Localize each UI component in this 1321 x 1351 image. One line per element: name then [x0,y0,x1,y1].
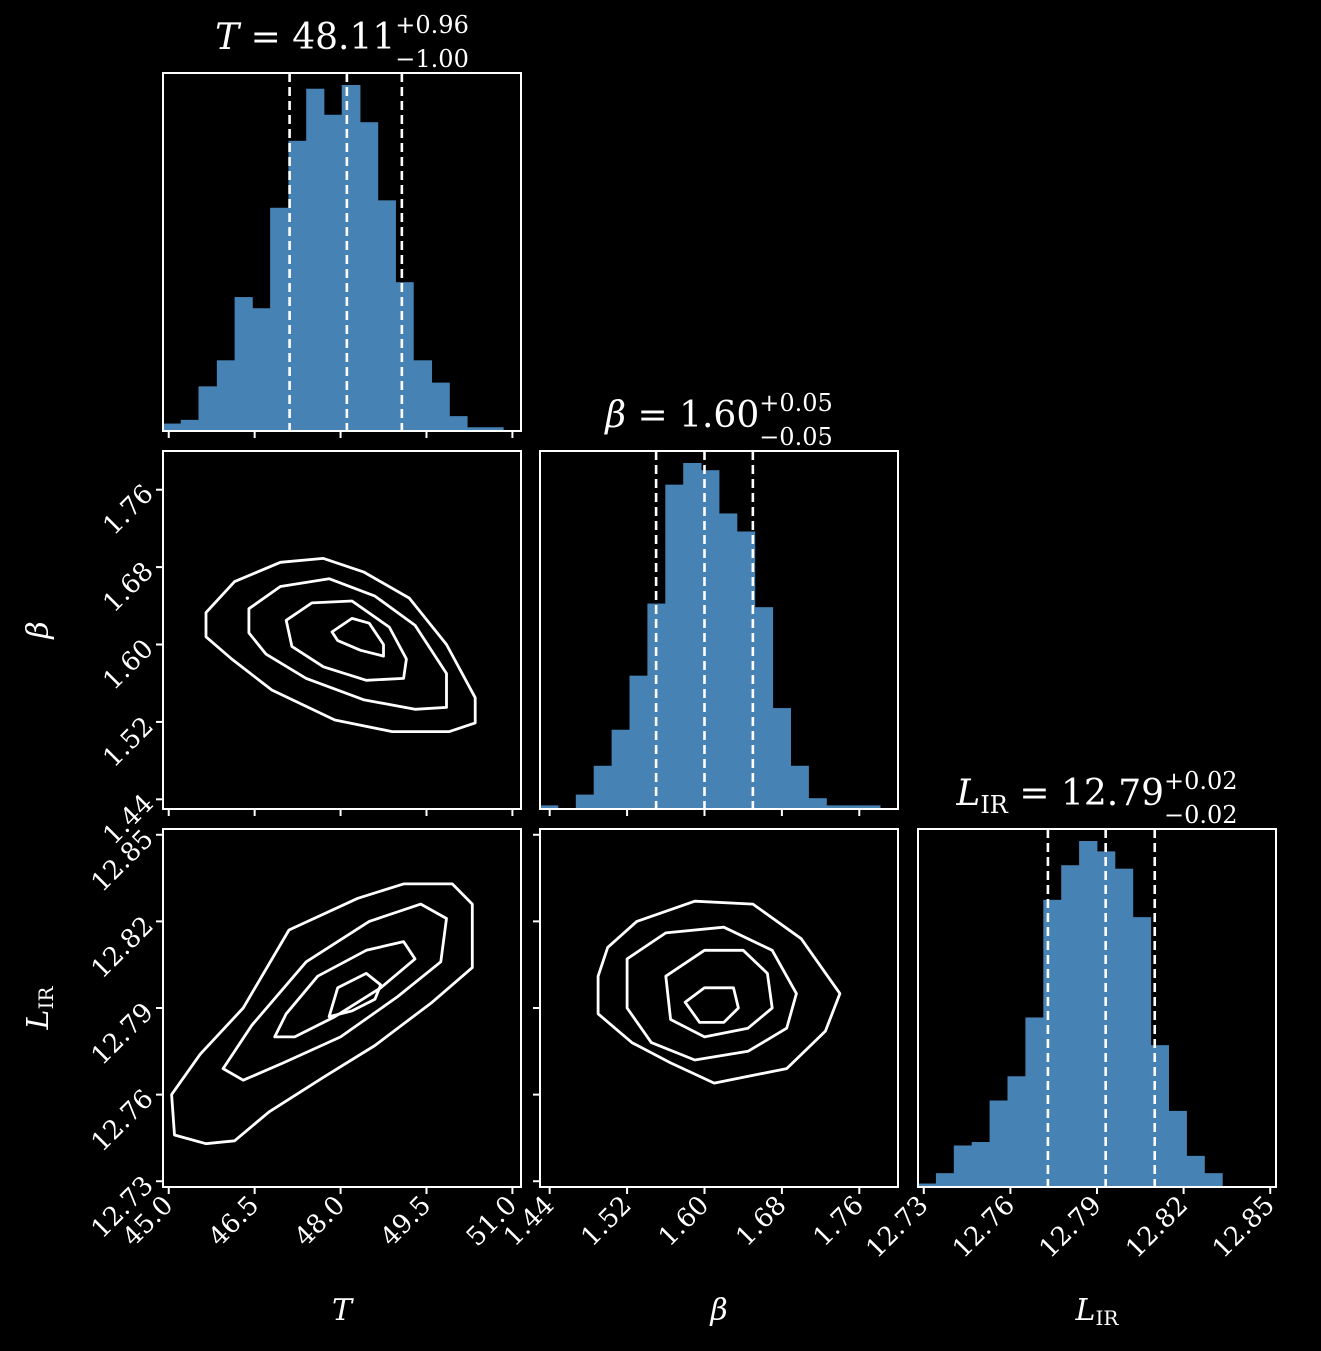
hist-bar-T [198,386,218,431]
hist-bar-L_IR [971,1142,990,1187]
contour-T_L-level-0 [170,882,474,1146]
hist-bar-L_IR [935,1173,955,1187]
hist-bar-L_IR [1061,865,1080,1187]
panel-frame-1-0 [162,450,522,810]
hist-bar-T [234,297,253,431]
hist-bar-T [288,140,307,431]
panel-titles: T = 48.11+0.96−1.00 β = 1.60+0.05−0.05 LIR… [215,11,1237,829]
hist-bar-beta [683,463,702,809]
contour-beta_L-level-2 [664,948,774,1039]
hist-bar-beta [844,805,863,809]
hist-bar-L_IR [1007,1076,1026,1187]
contour-T_L-level-1 [221,902,448,1082]
hist-bar-T [467,427,486,431]
contour-beta_L-level-1 [625,925,798,1062]
hist-bar-L_IR [1025,1017,1044,1187]
hist-bar-beta [611,729,630,809]
quantile-lines [288,73,1157,1187]
panel-title-minus-T: −1.00 [395,45,469,73]
hist-bar-T [449,416,468,431]
contour-lines [170,557,842,1146]
hist-bar-L_IR [1204,1173,1223,1187]
hist-bar-T [270,207,289,431]
yaxis-label-L_IR: LIR [21,986,59,1031]
hist-bar-L_IR [1114,868,1134,1187]
hist-bar-L_IR [989,1100,1008,1187]
hist-bar-beta [540,805,559,809]
contour-T_beta-level-1 [247,577,448,711]
panel-title-minus-L_IR: −0.02 [1164,801,1238,829]
contour-beta_L-level-0 [596,899,842,1085]
hist-bar-T [377,200,396,431]
panel-title-L_IR: LIR = 12.79+0.02 [955,767,1237,819]
hist-bar-beta [826,805,845,809]
hist-bar-beta [575,794,595,809]
hist-bar-beta [593,765,612,809]
hist-bar-L_IR [918,1183,937,1187]
hist-bar-beta [754,607,774,809]
hist-bar-T [360,122,379,431]
hist-bar-T [395,282,414,431]
contour-T_beta-level-2 [284,599,408,682]
hist-bar-beta [719,513,738,809]
hist-bar-T [413,360,433,431]
hist-bar-L_IR [953,1145,973,1187]
hist-bar-beta [808,798,827,809]
panel-title-minus-beta: −0.05 [759,423,833,451]
hist-bar-beta [790,765,809,809]
contour-T_beta-level-0 [204,557,477,733]
hist-bar-L_IR [1079,841,1098,1187]
contour-beta_L-level-3 [683,986,740,1024]
hist-bar-L_IR [1168,1110,1187,1187]
hist-bar-T [252,308,271,431]
panel-title-beta: β = 1.60+0.05 [603,389,833,436]
hist-bar-L_IR [1043,899,1062,1187]
hist-bar-beta [665,484,684,810]
panel-frame-1-1 [539,450,899,810]
hist-bar-T [431,382,450,431]
hist-bar-beta [862,805,881,809]
hist-bar-L_IR [1132,917,1152,1187]
xaxis-label-L_IR: LIR [1075,1293,1120,1331]
panel-title-T: T = 48.11+0.96 [215,11,469,58]
hist-bar-T [323,114,343,431]
hist-bar-T [216,360,235,431]
contour-T_beta-level-3 [330,617,385,658]
hist-bar-T [180,419,199,431]
contour-T_L-level-2 [273,940,417,1039]
hist-bar-T [306,88,325,431]
hist-bar-T [484,427,504,431]
hist-bar-beta [772,708,791,809]
hist-bar-L_IR [1186,1155,1205,1187]
hist-bar-T [341,85,361,431]
contour-T_L-level-3 [327,972,383,1019]
hist-bar-beta [629,675,648,809]
hist-bar-T [163,423,182,431]
panel-frame-0-0 [162,72,522,432]
xaxis-label-T: T [332,1293,354,1328]
axis-ticks [156,431,1272,1194]
yaxis-label-beta: β [21,621,56,639]
xaxis-label-beta: β [709,1293,727,1328]
hist-bar-beta [736,531,756,809]
